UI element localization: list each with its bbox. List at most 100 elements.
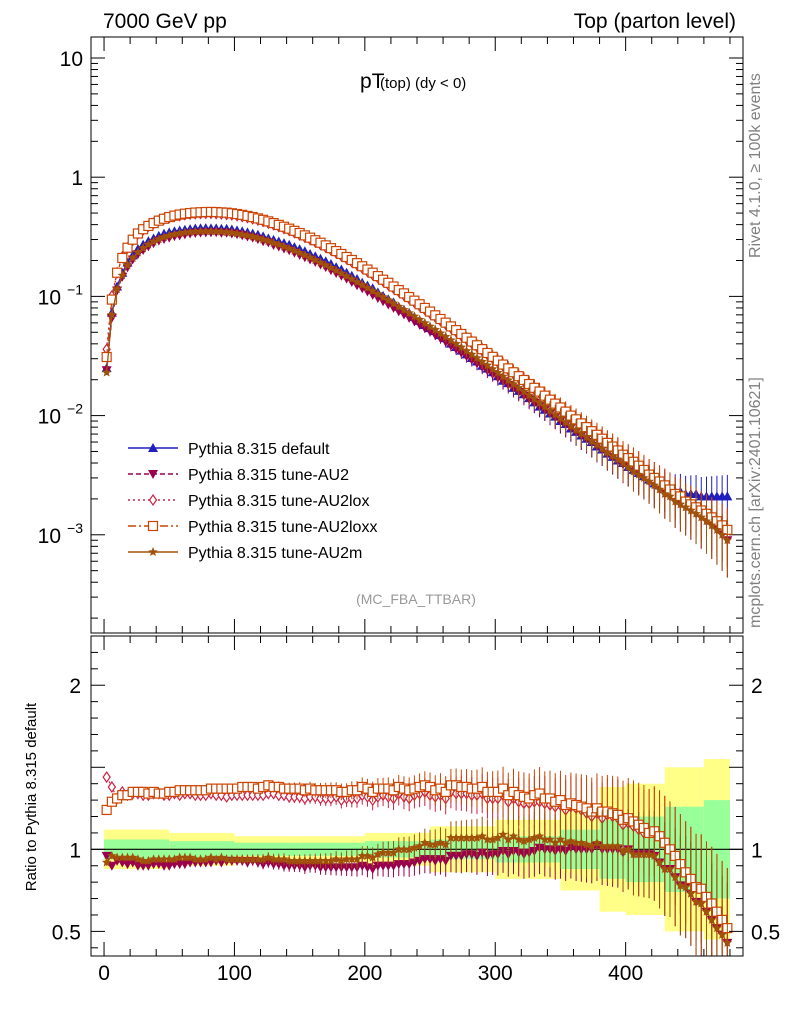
marker: [321, 855, 331, 865]
mcplots-label: mcplots.cern.ch [arXiv:2401.10621]: [747, 377, 764, 628]
main-panel: 10 1 10 −1 10 −2 10 −3 pT (top) (dy < 0) (MC_FB…: [38, 36, 744, 634]
marker: [107, 309, 117, 319]
marker: [122, 260, 133, 270]
marker: [701, 516, 712, 526]
marker: [232, 854, 242, 864]
marker: [440, 786, 451, 797]
ratio-y-tick-labels: 2 2 1 1 0.5 0.5: [52, 675, 780, 944]
ratio-y-tick-label-right: 2: [751, 675, 763, 698]
legend-entry: Pythia 8.315 default: [128, 441, 330, 458]
marker: [550, 409, 560, 419]
marker: [300, 855, 310, 865]
ratio-y-tick-label: 2: [69, 675, 81, 698]
marker: [722, 535, 733, 545]
marker: [190, 854, 201, 864]
marker: [253, 854, 263, 864]
marker: [247, 854, 258, 864]
marker: [435, 837, 446, 847]
marker: [654, 484, 665, 494]
marker: [362, 850, 373, 860]
ratio-y-tick-label-right: 1: [751, 839, 763, 862]
marker: [106, 294, 117, 305]
marker: [227, 227, 237, 237]
marker: [164, 854, 174, 864]
plot-title-sub: (top) (dy < 0): [380, 75, 466, 92]
marker: [576, 428, 587, 438]
marker: [451, 832, 461, 842]
marker: [576, 837, 587, 847]
marker: [180, 227, 190, 237]
marker: [597, 443, 607, 453]
marker: [712, 923, 722, 933]
marker: [399, 844, 409, 854]
marker: [242, 230, 253, 240]
marker: [221, 854, 232, 864]
marker: [701, 906, 712, 916]
marker: [148, 470, 158, 479]
marker: [446, 832, 456, 842]
main-series-group: [101, 206, 733, 578]
marker: [169, 229, 180, 239]
marker: [101, 857, 112, 867]
marker: [284, 855, 294, 865]
marker: [237, 229, 247, 239]
marker: [639, 472, 649, 482]
marker: [289, 855, 300, 865]
ratio-y-axis-label: Ratio to Pythia 8.315 default: [23, 702, 40, 891]
ratio-y-tick-label-right: 0.5: [751, 921, 780, 944]
marker: [206, 852, 216, 862]
marker: [628, 849, 639, 859]
marker: [540, 834, 550, 844]
legend-label: Pythia 8.315 default: [188, 441, 330, 458]
rivet-label: Rivet 4.1.0, ≥ 100k events: [747, 73, 764, 258]
marker: [128, 852, 138, 862]
marker: [263, 852, 274, 862]
ratio-panel: 2 2 1 1 0.5 0.5 0 100 200 300 400 Ratio to Pythia…: [23, 635, 780, 985]
marker: [315, 855, 326, 865]
marker: [127, 234, 138, 245]
marker: [540, 401, 550, 411]
marker: [686, 888, 696, 898]
legend-label: Pythia 8.315 tune-AU2loxx: [188, 519, 377, 536]
marker: [201, 226, 211, 236]
marker: [133, 854, 143, 864]
legend-entry: Pythia 8.315 tune-AU2lox: [128, 493, 369, 510]
marker: [107, 850, 117, 860]
marker: [566, 420, 576, 430]
marker: [706, 520, 717, 530]
y-tick-label: 10: [38, 286, 61, 309]
marker: [498, 829, 508, 839]
marker: [279, 854, 289, 864]
marker: [138, 855, 148, 865]
marker: [216, 852, 227, 862]
y-tick-exponent: −3: [67, 520, 83, 536]
legend: Pythia 8.315 default Pythia 8.315 tune-AU…: [128, 441, 377, 562]
marker: [487, 834, 498, 844]
marker: [274, 854, 284, 864]
marker: [435, 328, 446, 338]
marker: [122, 242, 133, 253]
marker: [472, 832, 482, 842]
marker: [195, 226, 206, 236]
marker: [607, 450, 618, 460]
marker: [148, 493, 158, 507]
marker: [602, 841, 613, 851]
marker: [524, 390, 534, 400]
marker: [440, 331, 451, 341]
marker: [545, 834, 555, 844]
ratio-axis-ticks: [91, 636, 743, 956]
marker: [514, 382, 524, 392]
marker: [623, 462, 633, 472]
marker: [122, 852, 133, 862]
marker: [498, 371, 508, 381]
marker: [154, 854, 164, 864]
ratio-series-group: [101, 766, 733, 956]
marker: [164, 230, 174, 240]
marker: [331, 854, 341, 864]
marker: [665, 491, 675, 501]
marker: [613, 841, 623, 851]
marker: [378, 847, 388, 857]
marker: [722, 491, 733, 501]
marker: [107, 780, 117, 794]
marker: [680, 882, 691, 892]
